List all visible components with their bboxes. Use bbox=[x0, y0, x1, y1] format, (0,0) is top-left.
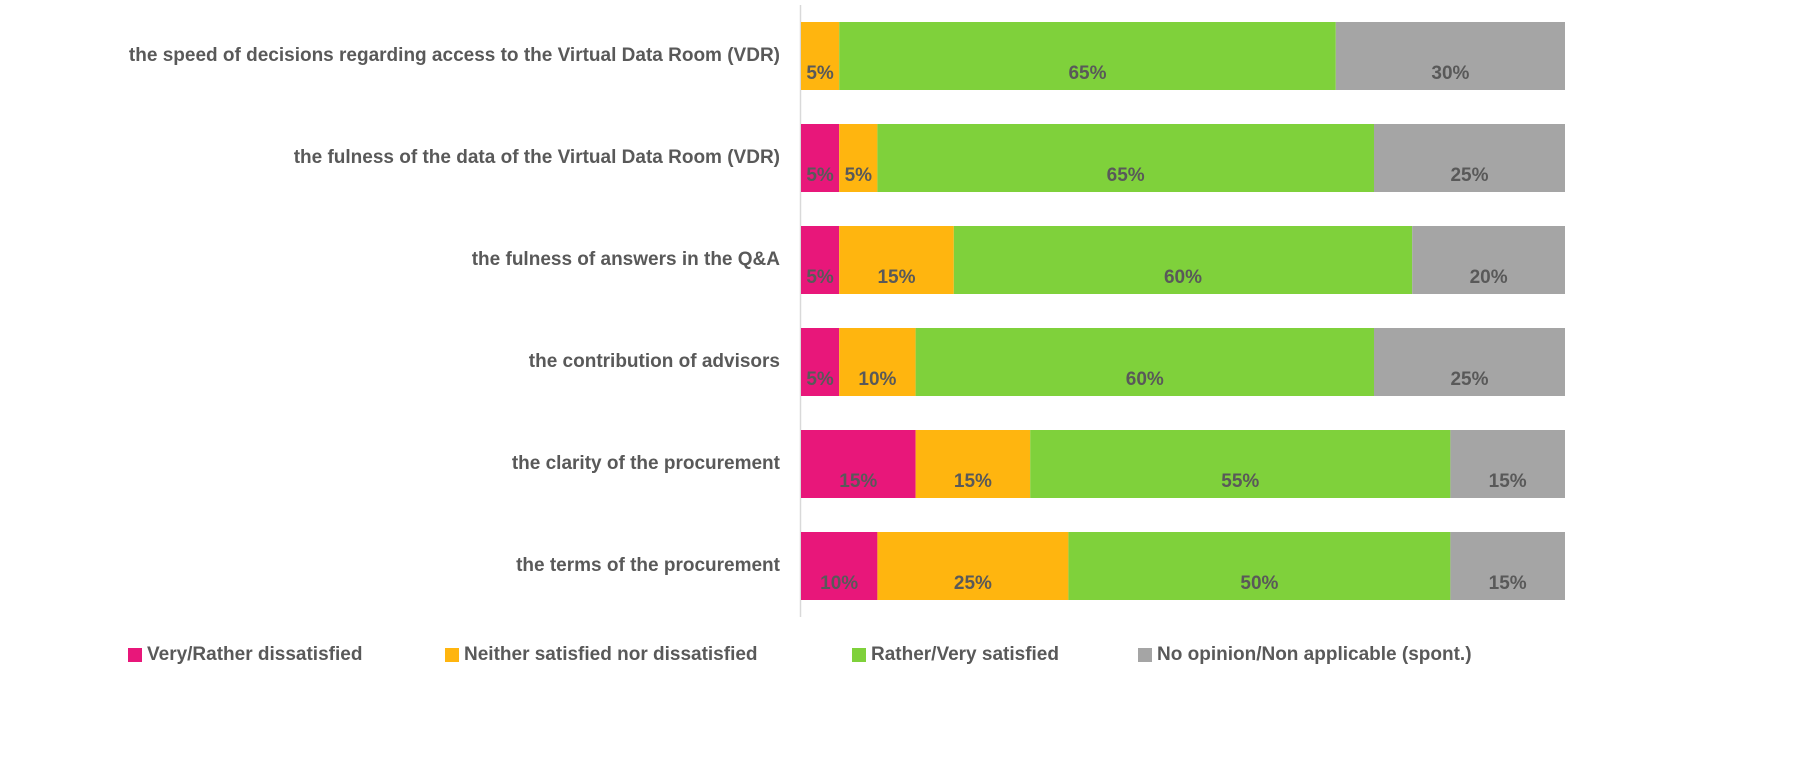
value-label: 15% bbox=[1489, 471, 1527, 492]
bar-segment bbox=[801, 124, 840, 192]
legend-swatch bbox=[1138, 648, 1152, 662]
bar-segment bbox=[839, 124, 878, 192]
bar-segment bbox=[915, 328, 1374, 396]
category-label: the terms of the procurement bbox=[516, 555, 781, 576]
bar-segment bbox=[839, 226, 954, 294]
legend-label: No opinion/Non applicable (spont.) bbox=[1157, 644, 1472, 665]
category-label: the contribution of advisors bbox=[529, 351, 780, 372]
value-label: 10% bbox=[820, 573, 858, 594]
bar-segment bbox=[1068, 532, 1451, 600]
bar-segment bbox=[877, 532, 1069, 600]
bar-segment bbox=[877, 124, 1374, 192]
bar-segment bbox=[801, 22, 840, 90]
value-label: 5% bbox=[845, 165, 873, 186]
category-label: the speed of decisions regarding access … bbox=[129, 45, 780, 66]
value-label: 5% bbox=[806, 267, 834, 288]
bar-segment bbox=[801, 532, 878, 600]
legend-label: Very/Rather dissatisfied bbox=[147, 644, 362, 665]
value-label: 50% bbox=[1240, 573, 1278, 594]
bar-segment bbox=[1450, 532, 1565, 600]
legend-swatch bbox=[852, 648, 866, 662]
category-label: the clarity of the procurement bbox=[512, 453, 781, 474]
value-label: 25% bbox=[954, 573, 992, 594]
value-label: 5% bbox=[806, 165, 834, 186]
bar-segment bbox=[915, 430, 1031, 498]
bar-segment bbox=[839, 22, 1336, 90]
value-label: 15% bbox=[954, 471, 992, 492]
value-label: 15% bbox=[877, 267, 915, 288]
bar-segment bbox=[801, 430, 916, 498]
bar-segment bbox=[1335, 22, 1565, 90]
category-label: the fulness of answers in the Q&A bbox=[472, 249, 781, 270]
bar-segment bbox=[801, 328, 840, 396]
bar-segment bbox=[1374, 124, 1565, 192]
bar-segment bbox=[1450, 430, 1565, 498]
value-label: 55% bbox=[1221, 471, 1259, 492]
legend-swatch bbox=[445, 648, 459, 662]
bar-segment bbox=[1374, 328, 1565, 396]
value-label: 5% bbox=[806, 369, 834, 390]
value-label: 60% bbox=[1126, 369, 1164, 390]
legend-label: Neither satisfied nor dissatisfied bbox=[464, 644, 758, 665]
value-label: 30% bbox=[1431, 63, 1469, 84]
value-label: 20% bbox=[1470, 267, 1508, 288]
bar-segment bbox=[1030, 430, 1451, 498]
legend-label: Rather/Very satisfied bbox=[871, 644, 1059, 665]
value-label: 15% bbox=[1489, 573, 1527, 594]
value-label: 65% bbox=[1107, 165, 1145, 186]
bar-segment bbox=[953, 226, 1413, 294]
value-label: 65% bbox=[1068, 63, 1106, 84]
value-label: 25% bbox=[1450, 165, 1488, 186]
bar-segment bbox=[839, 328, 916, 396]
bar-segment bbox=[1412, 226, 1565, 294]
value-label: 5% bbox=[806, 63, 834, 84]
category-label: the fulness of the data of the Virtual D… bbox=[294, 147, 780, 168]
legend-swatch bbox=[128, 648, 142, 662]
value-label: 10% bbox=[858, 369, 896, 390]
value-label: 25% bbox=[1450, 369, 1488, 390]
value-label: 15% bbox=[839, 471, 877, 492]
bar-segment bbox=[801, 226, 840, 294]
value-label: 60% bbox=[1164, 267, 1202, 288]
